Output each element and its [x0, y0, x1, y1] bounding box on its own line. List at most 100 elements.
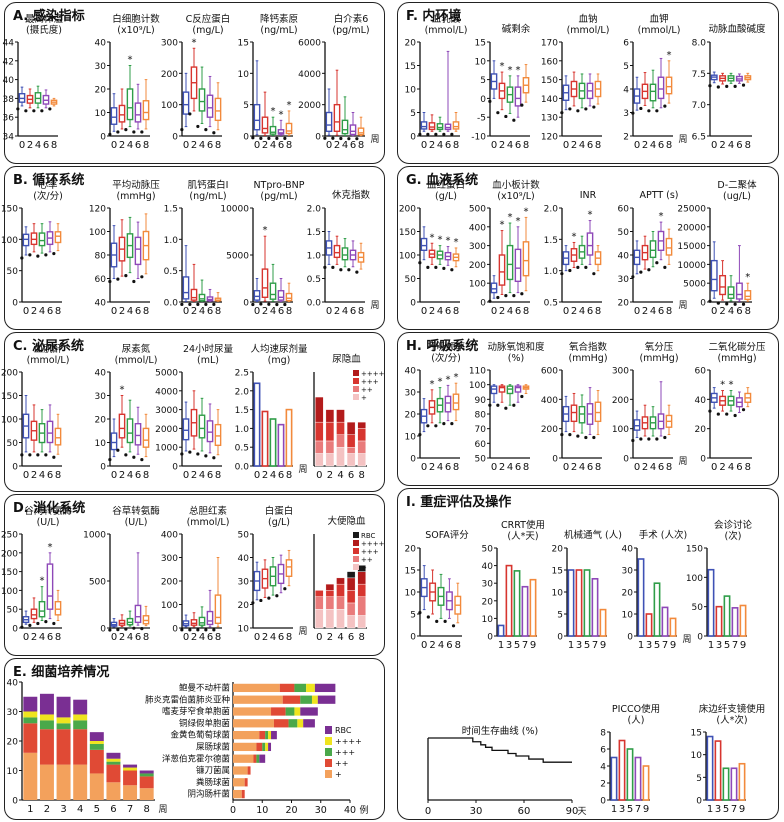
stacked-bar-segment: [56, 729, 71, 765]
y-tick-label: 10: [238, 625, 250, 635]
box: [253, 290, 261, 301]
subplot-title: (pg/mL): [260, 191, 297, 202]
significance-star: *: [659, 211, 664, 222]
x-tick-label: 6: [207, 140, 213, 151]
subplot-title: (g/L): [268, 517, 290, 528]
x-tick-label: 3: [619, 804, 625, 815]
outlier-point: [663, 435, 667, 440]
y-tick-label: 300: [161, 39, 178, 49]
subplot-title: 血小板计数: [492, 179, 540, 191]
box: [206, 94, 214, 118]
subplot-title: (mmHg): [116, 191, 155, 202]
stacked-bar-segment: [56, 717, 71, 724]
x-tick-label: 9: [600, 640, 606, 651]
significance-star: *: [263, 225, 268, 236]
stacked-bar-segment: [325, 421, 335, 442]
subplot-title: (%): [508, 353, 524, 364]
subplot-title: (mL): [197, 355, 219, 366]
x-tick-label: 0: [563, 140, 569, 151]
x-tick-label: 0: [634, 462, 640, 473]
y-tick-label: 0: [552, 455, 558, 465]
x-tick-label: 0: [421, 640, 427, 651]
legend-swatch: [353, 556, 359, 562]
outlier-point: [426, 265, 430, 269]
y-tick-label: 0: [100, 625, 106, 635]
y-tick-label: 170: [541, 39, 558, 49]
box: [182, 276, 190, 300]
stacked-bar-segment: [300, 707, 318, 716]
y-tick-label: 100: [1, 236, 18, 246]
box: [498, 385, 506, 393]
x-tick-label: 4: [507, 140, 513, 151]
category-label: 铜绿假单胞菌: [179, 718, 230, 729]
outlier-point: [451, 624, 456, 628]
outlier-point: [124, 453, 128, 457]
outlier-point: [512, 403, 516, 407]
stacked-bar-segment: [73, 720, 88, 730]
stacked-bar-segment: [256, 754, 260, 763]
y-tick-label: 0: [172, 463, 178, 473]
y-tick-label: 0: [696, 797, 702, 807]
legend-label: +++: [335, 748, 355, 757]
stacked-bar-segment: [282, 695, 301, 704]
x-unit-label: 周: [682, 634, 691, 645]
outlier-point: [116, 627, 120, 632]
subplot-title: 血红蛋白: [427, 179, 465, 191]
x-tick-label: 7: [592, 640, 598, 651]
x-tick-label: 0: [711, 306, 717, 317]
outlier-point: [116, 130, 120, 134]
y-tick-label: 0: [410, 455, 416, 465]
x-tick-label: 4: [77, 804, 83, 815]
outlier-point: [108, 628, 112, 632]
outlier-point: [716, 301, 720, 305]
subplot-title: (mmol/L): [115, 355, 158, 366]
subplot-title: 机械通气 (人): [564, 529, 622, 541]
outlier-point: [275, 136, 279, 140]
x-tick-label: 6: [47, 470, 53, 481]
significance-star: *: [454, 372, 459, 383]
outlier-point: [725, 302, 729, 306]
x-tick-label: 2: [119, 632, 125, 643]
stacked-bar-segment: [89, 732, 104, 741]
x-tick-label: 6: [207, 306, 213, 317]
x-tick-label: 4: [35, 140, 41, 151]
x-tick-label: 4: [337, 632, 343, 643]
y-tick-label: 1.5: [307, 228, 321, 238]
y-tick-label: 150: [541, 76, 558, 86]
outlier-point: [259, 136, 263, 140]
x-tick-label: 2: [571, 140, 577, 151]
x-tick-label: 8: [143, 306, 149, 317]
x-tick-label: 4: [39, 632, 45, 643]
y-tick-label: 5: [696, 774, 702, 784]
outlier-point: [36, 254, 40, 258]
outlier-point: [488, 403, 492, 407]
y-tick-label: 1000: [155, 444, 178, 454]
x-tick-label: 6: [736, 140, 742, 151]
stacked-bar-segment: [247, 766, 251, 775]
outlier-point: [251, 302, 255, 307]
subplot-title: 尿素氮: [122, 343, 151, 355]
y-tick-label: 5000: [155, 369, 178, 379]
outlier-point: [442, 422, 446, 426]
stacked-bar-segment: [265, 730, 269, 740]
subplot-title: 谷草转氨酶: [112, 505, 160, 517]
x-tick-label: 0: [254, 470, 260, 481]
x-tick-label: 8: [286, 632, 292, 643]
x-tick-label: 7: [662, 640, 668, 651]
y-tick-label: 5: [243, 101, 249, 111]
stacked-bar-segment: [325, 596, 335, 610]
bar: [645, 613, 653, 637]
x-tick-label: 2: [27, 140, 33, 151]
y-tick-label: 20: [7, 738, 19, 748]
subplot-title: (mmol/L): [27, 355, 70, 366]
stacked-bar-segment: [106, 758, 121, 762]
bar: [634, 756, 642, 801]
subplot-title: (mg/L): [192, 25, 223, 36]
outlier-point: [655, 261, 659, 265]
y-tick-label: 20: [95, 416, 107, 426]
outlier-point: [212, 456, 216, 460]
y-tick-label: 1.0: [307, 252, 322, 262]
box: [142, 100, 150, 121]
y-tick-label: 150: [1, 568, 18, 578]
x-tick-label: 2: [642, 306, 648, 317]
